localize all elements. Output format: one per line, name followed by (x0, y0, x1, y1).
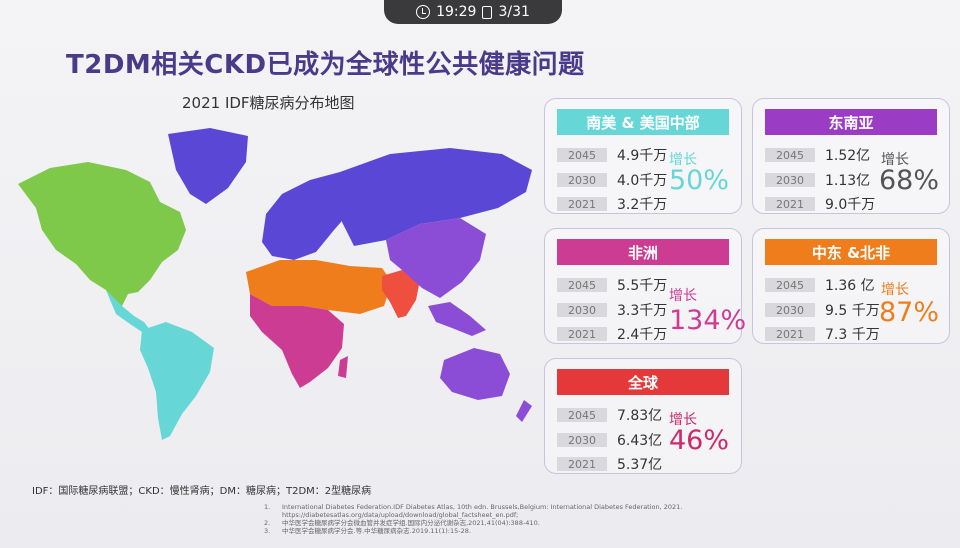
region-header: 南美 & 美国中部 (557, 109, 729, 135)
data-row: 2021 7.3 千万 (765, 324, 880, 344)
growth-value: 68% (879, 165, 940, 196)
reference-item: 1. International Diabetes Federation.IDF … (264, 503, 683, 511)
data-row: 2045 1.52亿 (765, 145, 870, 165)
map-south-asia (382, 270, 420, 318)
growth-label: 增长 (881, 152, 909, 168)
region-card-south-america: 南美 & 美国中部 2045 4.9千万 2030 4.0千万 2021 3.2千万 … (544, 98, 742, 214)
year-label: 2021 (557, 197, 607, 211)
page-icon (482, 5, 493, 19)
map-south-america (140, 322, 214, 440)
status-time: 19:29 (436, 4, 477, 20)
region-card-global: 全球 2045 7.83亿 2030 6.43亿 2021 5.37亿 增长 46% (544, 358, 742, 474)
data-row: 2030 3.3千万 (557, 300, 667, 320)
world-map (18, 128, 532, 440)
map-caption: 2021 IDF糖尿病分布地图 (182, 94, 355, 112)
year-label: 2030 (557, 303, 607, 317)
value-text: 2.4千万 (617, 327, 668, 343)
value-text: 4.0千万 (617, 173, 668, 189)
map-mena (246, 260, 392, 314)
references: 1. International Diabetes Federation.IDF … (264, 503, 764, 535)
region-card-southeast-asia: 东南亚 2045 1.52亿 2030 1.13亿 2021 9.0千万 增长 68% (752, 98, 950, 214)
year-label: 2021 (765, 197, 815, 211)
slide-title: T2DM相关CKD已成为全球性公共健康问题 (66, 50, 585, 80)
reference-item: 3. 中华医学会糖尿病学分会.等.中华糖尿病杂志.2019.11(1):15-28… (264, 527, 471, 535)
data-row: 2030 4.0千万 (557, 170, 667, 190)
data-row: 2021 2.4千万 (557, 324, 667, 344)
value-text: 5.37亿 (617, 457, 663, 473)
data-row: 2030 6.43亿 (557, 430, 662, 450)
data-row: 2045 5.5千万 (557, 275, 667, 295)
status-bar: 19:29 3/31 (384, 0, 562, 24)
year-label: 2021 (557, 327, 607, 341)
growth-value: 134% (669, 305, 747, 336)
year-label: 2030 (765, 173, 815, 187)
status-page: 3/31 (498, 4, 530, 20)
reference-item: 2. 中华医学会糖尿病学分会微血管并发症学组.国际内分泌代谢杂志,2021,41(… (264, 519, 540, 527)
abbreviations-note: IDF：国际糖尿病联盟；CKD：慢性肾病；DM：糖尿病；T2DM：2型糖尿病 (32, 486, 372, 497)
data-row: 2045 4.9千万 (557, 145, 667, 165)
growth-label: 增长 (669, 288, 697, 304)
growth-value: 46% (669, 425, 730, 456)
map-new-zealand (516, 400, 532, 422)
map-central-america (106, 290, 150, 332)
map-europe (262, 172, 352, 260)
year-label: 2030 (557, 173, 607, 187)
map-east-asia (386, 218, 486, 298)
region-header: 全球 (557, 369, 729, 395)
data-row: 2021 9.0千万 (765, 194, 875, 214)
value-text: 1.52亿 (825, 148, 871, 164)
region-card-mena: 中东 &北非 2045 1.36 亿 2030 9.5 千万 2021 7.3 千万 … (752, 228, 950, 344)
growth-label: 增长 (669, 152, 697, 168)
data-row: 2045 1.36 亿 (765, 275, 875, 295)
value-text: 3.3千万 (617, 303, 668, 319)
reference-item: https://diabetesatlas.org/data/upload/do… (282, 511, 519, 519)
year-label: 2021 (765, 327, 815, 341)
data-row: 2030 9.5 千万 (765, 300, 880, 320)
data-row: 2021 5.37亿 (557, 454, 662, 474)
region-card-africa: 非洲 2045 5.5千万 2030 3.3千万 2021 2.4千万 增长 134% (544, 228, 746, 344)
growth-value: 50% (669, 165, 730, 196)
map-north-america (18, 162, 186, 306)
value-text: 4.9千万 (617, 148, 668, 164)
growth-label: 增长 (881, 282, 909, 298)
map-africa (250, 294, 344, 388)
map-madagascar (338, 356, 348, 378)
clock-icon (416, 5, 431, 19)
value-text: 7.3 千万 (825, 327, 880, 343)
data-row: 2045 7.83亿 (557, 405, 662, 425)
region-header: 东南亚 (765, 109, 937, 135)
map-north-asia (340, 148, 532, 246)
region-header: 中东 &北非 (765, 239, 937, 265)
year-label: 2045 (765, 278, 815, 292)
year-label: 2045 (557, 408, 607, 422)
year-label: 2045 (557, 148, 607, 162)
year-label: 2045 (765, 148, 815, 162)
data-row: 2021 3.2千万 (557, 194, 667, 214)
value-text: 1.36 亿 (825, 278, 875, 294)
growth-value: 87% (879, 297, 940, 328)
map-australia (440, 348, 510, 400)
year-label: 2045 (557, 278, 607, 292)
data-row: 2030 1.13亿 (765, 170, 870, 190)
value-text: 5.5千万 (617, 278, 668, 294)
year-label: 2030 (765, 303, 815, 317)
value-text: 9.5 千万 (825, 303, 880, 319)
map-greenland (168, 128, 248, 204)
growth-label: 增长 (669, 412, 697, 428)
value-text: 9.0千万 (825, 197, 876, 213)
region-header: 非洲 (557, 239, 729, 265)
value-text: 6.43亿 (617, 433, 663, 449)
year-label: 2021 (557, 457, 607, 471)
value-text: 3.2千万 (617, 197, 668, 213)
value-text: 1.13亿 (825, 173, 871, 189)
value-text: 7.83亿 (617, 408, 663, 424)
year-label: 2030 (557, 433, 607, 447)
map-southeast-asia (428, 302, 486, 336)
